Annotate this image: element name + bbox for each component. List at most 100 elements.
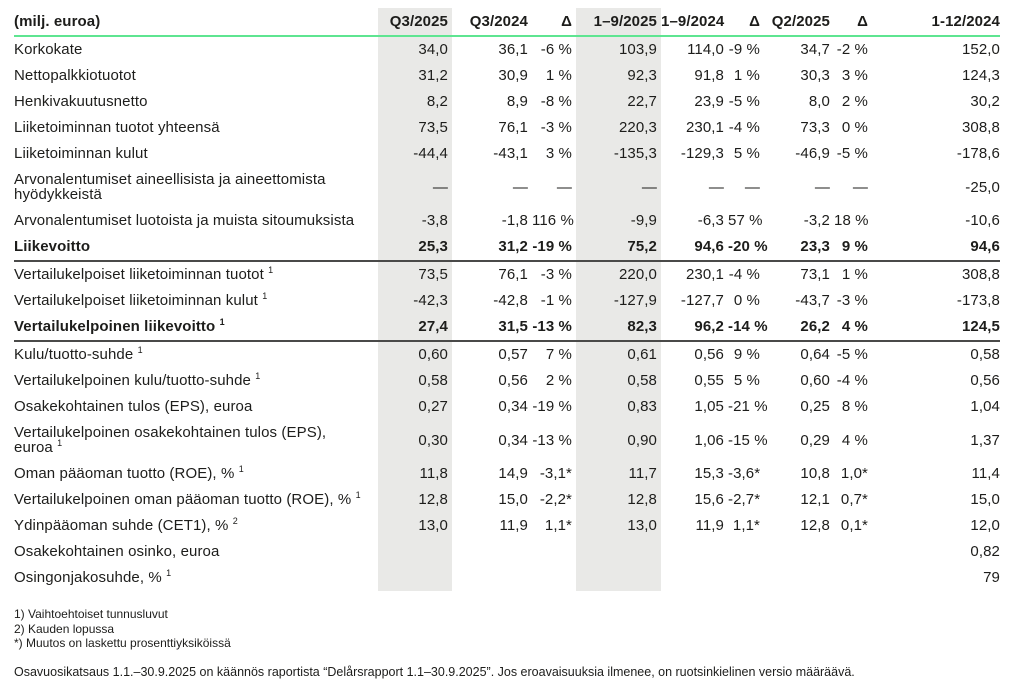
value-cell: 1 % xyxy=(545,67,572,84)
footnote-marker: 1 xyxy=(238,464,244,474)
value-cell: 0,60 xyxy=(378,341,452,368)
value-cell: -3,2 xyxy=(803,212,830,229)
value-cell: 1,1* xyxy=(544,517,572,534)
value-cell: — xyxy=(744,178,760,196)
table-row: Vertailukelpoiset liiketoiminnan kulut 1… xyxy=(14,288,1000,314)
value-cell: -3,8 xyxy=(378,208,452,234)
value-cell xyxy=(728,539,764,565)
value-cell: 12,0 xyxy=(970,517,1000,534)
value-cell: 13,0 xyxy=(576,513,661,539)
footnote-marker: 1 xyxy=(166,568,172,578)
value-cell: -127,9 xyxy=(576,288,661,314)
column-header-1-9-2025: 1–9/2025 xyxy=(576,8,661,37)
footnote-marker: 1 xyxy=(262,291,268,301)
column-header-q3-2025: Q3/2025 xyxy=(378,8,452,37)
value-cell: -8 % xyxy=(540,93,572,110)
value-cell: -3,1* xyxy=(539,465,572,482)
value-cell: 124,5 xyxy=(872,314,1000,342)
column-header-1-12-2024: 1-12/2024 xyxy=(872,8,1000,37)
table-row: Liiketoiminnan kulut -44,4 -43,1 3 % -135,3 -… xyxy=(14,141,1000,167)
value-cell: 230,1 xyxy=(685,119,724,136)
value-cell: 0,25 xyxy=(800,398,830,415)
value-cell: -6 % xyxy=(540,41,572,58)
footnote-marker: 1 xyxy=(219,317,225,327)
row-label: Liiketoiminnan kulut xyxy=(14,145,148,162)
value-cell: 79 xyxy=(983,569,1000,586)
value-cell: 0,34 xyxy=(498,431,528,449)
value-cell: -19 % xyxy=(532,398,572,415)
value-cell: 124,3 xyxy=(961,67,1000,84)
value-cell: 10,8 xyxy=(800,465,830,482)
row-label: Liikevoitto xyxy=(14,234,378,262)
value-cell xyxy=(661,539,728,565)
footnote-marker: 1 xyxy=(268,265,274,275)
value-cell: -2 % xyxy=(836,41,868,58)
value-cell: 308,8 xyxy=(961,266,1000,283)
row-label: Korkokate xyxy=(14,41,83,58)
value-cell: -21 % xyxy=(728,398,768,415)
value-cell: 3 % xyxy=(545,145,572,162)
value-cell: 11,7 xyxy=(576,461,661,487)
value-cell: -13 % xyxy=(532,314,576,342)
value-cell: 114,0 xyxy=(687,41,724,58)
value-cell: -43,7 xyxy=(795,292,830,309)
value-cell: -5 % xyxy=(728,93,760,110)
value-cell: 34,0 xyxy=(378,36,452,63)
footnote-marker: 1 xyxy=(255,371,261,381)
value-cell: 57 % xyxy=(728,212,763,229)
value-cell: 0,30 xyxy=(378,420,452,461)
value-cell: 11,8 xyxy=(378,461,452,487)
value-cell: 91,8 xyxy=(694,67,724,84)
table-row: Oman pääoman tuotto (ROE), % 1 11,8 14,9 -3… xyxy=(14,461,1000,487)
row-label: Osakekohtainen tulos (EPS), euroa xyxy=(14,398,253,415)
table-row: Ydinpääoman suhde (CET1), % 2 13,0 11,9 1,1… xyxy=(14,513,1000,539)
value-cell: 0,60 xyxy=(800,372,830,389)
value-cell: 1,0* xyxy=(840,465,868,482)
value-cell: 30,2 xyxy=(970,93,1000,110)
translation-disclaimer: Osavuosikatsaus 1.1.–30.9.2025 on käännö… xyxy=(14,664,855,679)
value-cell: 8,9 xyxy=(506,93,528,110)
value-cell: -6,3 xyxy=(697,212,724,229)
value-cell: 0 % xyxy=(841,119,868,136)
value-cell: 0,56 xyxy=(498,372,528,389)
row-label: Vertailukelpoinen kulu/tuotto-suhde 1 xyxy=(14,371,261,389)
value-cell: 14,9 xyxy=(498,465,528,482)
value-cell: 0,58 xyxy=(970,346,1000,363)
value-cell xyxy=(728,565,764,591)
value-cell: -5 % xyxy=(836,346,868,363)
value-cell: 73,1 xyxy=(800,266,830,283)
value-cell: 13,0 xyxy=(378,513,452,539)
row-label: Vertailukelpoinen oman pääoman tuotto (R… xyxy=(14,490,361,508)
footnote-marker: 2 xyxy=(232,516,238,526)
row-label: Vertailukelpoiset liiketoiminnan tuotot … xyxy=(14,265,274,283)
value-cell: 0,64 xyxy=(800,346,830,363)
value-cell: -42,8 xyxy=(493,292,528,309)
row-label: Vertailukelpoiset liiketoiminnan kulut 1 xyxy=(14,291,268,309)
value-cell: 34,7 xyxy=(800,41,830,58)
value-cell: 25,3 xyxy=(378,234,452,262)
table-row: Kulu/tuotto-suhde 1 0,60 0,57 7 % 0,61 0,56 9 … xyxy=(14,341,1000,368)
value-cell xyxy=(532,565,576,591)
value-cell: 5 % xyxy=(733,372,760,389)
table-row: Osakekohtainen osinko, euroa 0,82 xyxy=(14,539,1000,565)
value-cell: 0,34 xyxy=(498,398,528,415)
value-cell xyxy=(452,539,532,565)
table-row: Liiketoiminnan tuotot yhteensä 73,5 76,1 -3… xyxy=(14,115,1000,141)
value-cell: -127,7 xyxy=(680,292,724,309)
footnote-1: 1) Vaihtoehtoiset tunnusluvut xyxy=(14,607,168,621)
value-cell: 0,29 xyxy=(800,431,830,449)
value-cell: -173,8 xyxy=(956,292,1000,309)
value-cell: -44,4 xyxy=(378,141,452,167)
table-row: Osakekohtainen tulos (EPS), euroa 0,27 0,3… xyxy=(14,394,1000,420)
value-cell: 75,2 xyxy=(576,234,661,262)
value-cell: -2,7* xyxy=(728,491,761,508)
value-cell xyxy=(834,565,872,591)
value-cell: -3 % xyxy=(540,266,572,283)
value-cell: 8 % xyxy=(841,398,868,415)
value-cell: 0,56 xyxy=(970,372,1000,389)
value-cell: -19 % xyxy=(532,234,576,262)
column-header-q3-2024: Q3/2024 xyxy=(452,8,532,37)
value-cell: 27,4 xyxy=(378,314,452,342)
value-cell: 0 % xyxy=(733,292,760,309)
value-cell: -9 % xyxy=(728,41,760,58)
